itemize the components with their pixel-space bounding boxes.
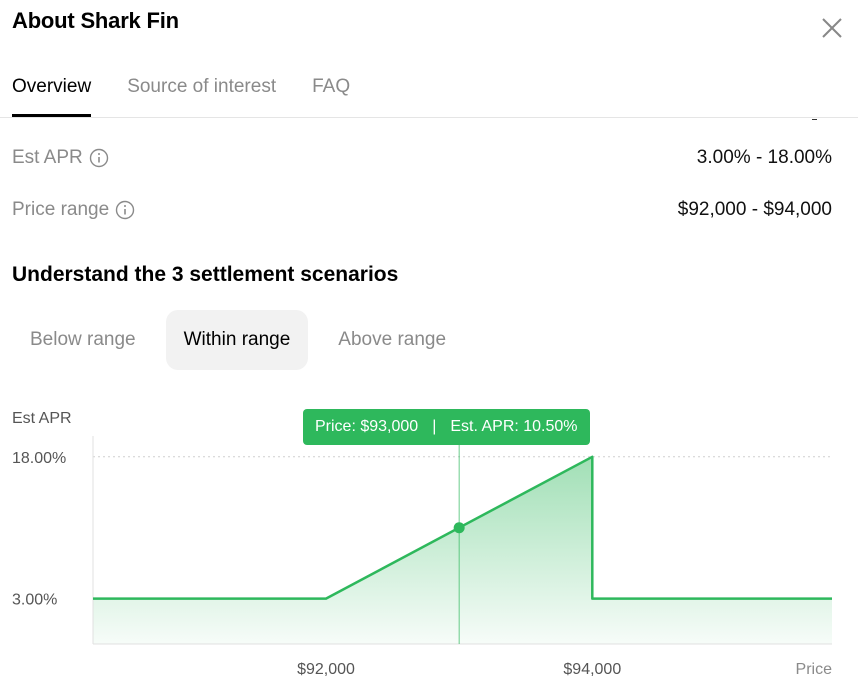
detail-value: $92,000 - $94,000 bbox=[677, 199, 832, 220]
scenario-within-range[interactable]: Within range bbox=[165, 310, 309, 370]
tab-source-of-interest[interactable]: Source of interest bbox=[127, 76, 277, 97]
series-line bbox=[93, 455, 832, 600]
close-icon[interactable] bbox=[818, 14, 846, 42]
y-tick-label: 18.00% bbox=[12, 450, 66, 467]
scenario-below-range[interactable]: Below range bbox=[30, 329, 136, 350]
tab-overview[interactable]: Overview bbox=[12, 70, 92, 117]
modal-title: About Shark Fin bbox=[12, 8, 179, 33]
tab-faq[interactable]: FAQ bbox=[312, 76, 351, 97]
info-icon[interactable] bbox=[89, 148, 109, 168]
x-tick-label: $92,000 bbox=[297, 661, 355, 678]
scenario-above-range[interactable]: Above range bbox=[338, 329, 447, 350]
info-icon[interactable] bbox=[115, 200, 135, 220]
tooltip-price: Price: $93,000 bbox=[315, 418, 419, 435]
y-tick-label: 3.00% bbox=[12, 592, 57, 609]
chart-tooltip: Price: $93,000 | Est. APR: 10.50% bbox=[303, 409, 590, 445]
scroll-indicator bbox=[812, 119, 817, 120]
tooltip-apr: Est. APR: 10.50% bbox=[450, 418, 578, 435]
detail-label: Est APR bbox=[12, 147, 83, 168]
y-axis-title: Est APR bbox=[12, 410, 72, 427]
detail-label: Price range bbox=[12, 199, 110, 220]
x-tick-label: $94,000 bbox=[563, 661, 621, 678]
detail-row-price-range: Price range $92,000 - $94,000 bbox=[12, 196, 832, 224]
detail-value: 3.00% - 18.00% bbox=[696, 147, 832, 168]
apr-chart: Est APR 3.00% 18.00% $92,000 $94,000 Price bbox=[12, 410, 833, 678]
scenario-selector: Below range Within range Above range bbox=[12, 310, 476, 370]
highlight-point bbox=[453, 522, 465, 534]
tab-bar: Overview Source of interest FAQ bbox=[12, 70, 350, 118]
tooltip-separator: | bbox=[432, 418, 437, 435]
x-axis-title: Price bbox=[796, 661, 833, 678]
tabs-divider bbox=[0, 117, 858, 118]
series-area bbox=[93, 456, 832, 644]
detail-row-est-apr: Est APR 3.00% - 18.00% bbox=[12, 144, 832, 172]
section-title: Understand the 3 settlement scenarios bbox=[12, 263, 399, 286]
